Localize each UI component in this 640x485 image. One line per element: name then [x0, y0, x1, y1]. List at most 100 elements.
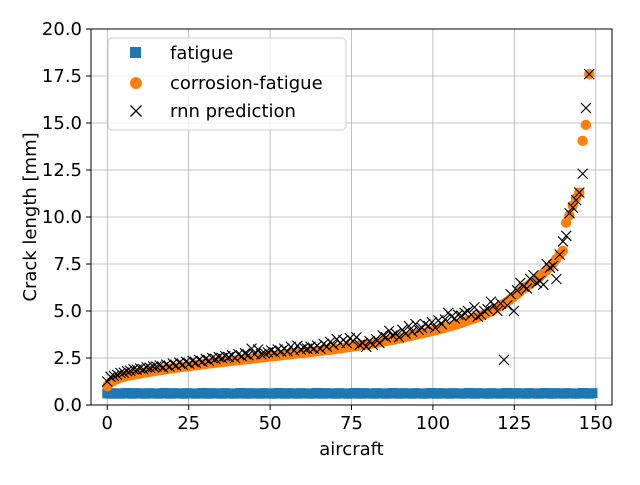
rnn-prediction-point	[472, 311, 484, 323]
rnn-prediction-point	[354, 339, 366, 351]
rnn-prediction-point	[255, 348, 267, 360]
legend-label-corrosion-fatigue: corrosion-fatigue	[170, 73, 323, 94]
rnn-prediction-point	[305, 341, 316, 353]
x-axis-label: aircraft	[319, 439, 383, 460]
rnn-prediction-point	[328, 339, 339, 351]
rnn-prediction-point	[111, 369, 123, 381]
rnn-prediction-point	[200, 353, 212, 365]
rnn-prediction-point	[105, 371, 116, 383]
rnn-prediction-point	[583, 68, 595, 80]
rnn-prediction-point	[160, 359, 172, 370]
rnn-prediction-point	[521, 283, 533, 294]
rnn-prediction-point	[495, 298, 507, 309]
rnn-prediction-point	[144, 362, 156, 374]
rnn-prediction-point	[459, 307, 471, 319]
rnn-prediction-point	[570, 194, 582, 206]
rnn-prediction-point	[492, 305, 503, 317]
x-tick-label: 0	[102, 413, 113, 434]
rnn-prediction-point	[393, 331, 405, 343]
rnn-prediction-point	[482, 303, 493, 315]
rnn-prediction-point	[573, 187, 585, 198]
rnn-prediction-point	[410, 318, 421, 330]
rnn-prediction-point	[577, 168, 589, 180]
rnn-prediction-point	[180, 356, 192, 368]
rnn-prediction-point	[187, 355, 198, 367]
rnn-prediction-point	[505, 288, 516, 300]
rnn-prediction-point	[551, 273, 562, 285]
rnn-prediction-point	[193, 354, 205, 366]
series-corrosion-fatigue	[102, 68, 595, 392]
rnn-prediction-point	[128, 363, 139, 375]
rnn-prediction-point	[564, 207, 575, 219]
rnn-prediction-point	[108, 370, 120, 382]
x-tick-label: 150	[579, 413, 613, 434]
rnn-prediction-point	[498, 354, 510, 366]
rnn-prediction-point	[282, 346, 293, 357]
rnn-prediction-point	[383, 325, 395, 337]
y-tick-label: 15.0	[42, 113, 82, 134]
corrosion-fatigue-point	[577, 135, 588, 147]
rnn-prediction-point	[377, 330, 389, 341]
series-fatigue	[102, 387, 598, 399]
rnn-prediction-point	[528, 269, 539, 281]
rnn-prediction-point	[118, 367, 130, 379]
rnn-prediction-point	[210, 353, 221, 365]
rnn-prediction-point	[537, 279, 549, 291]
rnn-prediction-point	[419, 318, 431, 330]
legend-marker-rnn-prediction	[130, 105, 142, 117]
rnn-prediction-point	[351, 331, 362, 343]
rnn-prediction-point	[252, 344, 264, 355]
rnn-prediction-point	[387, 330, 398, 341]
x-tick-label: 50	[259, 413, 282, 434]
rnn-prediction-point	[298, 342, 310, 354]
rnn-prediction-point	[121, 365, 133, 377]
legend-marker-corrosion-fatigue	[130, 77, 142, 89]
legend-label-fatigue: fatigue	[170, 43, 233, 64]
rnn-prediction-point	[219, 350, 231, 362]
rnn-prediction-point	[478, 305, 490, 317]
rnn-prediction-point	[452, 309, 464, 321]
rnn-prediction-point	[554, 249, 566, 260]
rnn-prediction-point	[206, 352, 218, 364]
y-tick-label: 7.5	[53, 254, 82, 275]
rnn-prediction-point	[295, 344, 307, 355]
rnn-prediction-point	[439, 314, 451, 325]
corrosion-fatigue-point	[580, 119, 592, 131]
rnn-prediction-point	[406, 326, 418, 338]
rnn-prediction-point	[233, 348, 244, 360]
rnn-prediction-point	[426, 316, 438, 328]
rnn-prediction-point	[147, 361, 159, 372]
legend-box	[107, 37, 347, 131]
rnn-prediction-point	[101, 376, 113, 387]
rnn-prediction-point	[239, 347, 251, 359]
rnn-prediction-point	[321, 341, 333, 353]
y-tick-label: 20.0	[42, 19, 82, 40]
rnn-prediction-point	[137, 363, 149, 375]
y-tick-label: 17.5	[42, 66, 82, 87]
rnn-prediction-point	[557, 236, 569, 247]
rnn-prediction-point	[446, 311, 457, 323]
x-tick-label: 100	[416, 413, 450, 434]
rnn-prediction-point	[115, 367, 126, 379]
rnn-prediction-point	[242, 349, 254, 361]
x-tick-label: 125	[497, 413, 531, 434]
axis-ticks: 0 25 50 75 100 125 150 0.0 2.5 5.0 7.5 10.0 12.5 15.0…	[42, 19, 613, 434]
legend-label-rnn-prediction: rnn prediction	[170, 101, 296, 122]
rnn-prediction-point	[465, 309, 477, 321]
rnn-prediction-point	[413, 324, 425, 336]
y-tick-label: 2.5	[53, 348, 82, 369]
rnn-prediction-point	[154, 360, 166, 371]
rnn-prediction-point	[314, 343, 326, 354]
rnn-prediction-point	[288, 345, 300, 356]
rnn-prediction-point	[567, 202, 579, 213]
rnn-prediction-point	[272, 344, 284, 355]
y-tick-label: 10.0	[42, 207, 82, 228]
rnn-prediction-point	[341, 337, 352, 349]
y-tick-label: 0.0	[53, 395, 82, 416]
data-series	[101, 68, 598, 399]
rnn-prediction-point	[544, 262, 556, 274]
rnn-prediction-point	[213, 351, 225, 363]
rnn-prediction-point	[531, 277, 543, 289]
